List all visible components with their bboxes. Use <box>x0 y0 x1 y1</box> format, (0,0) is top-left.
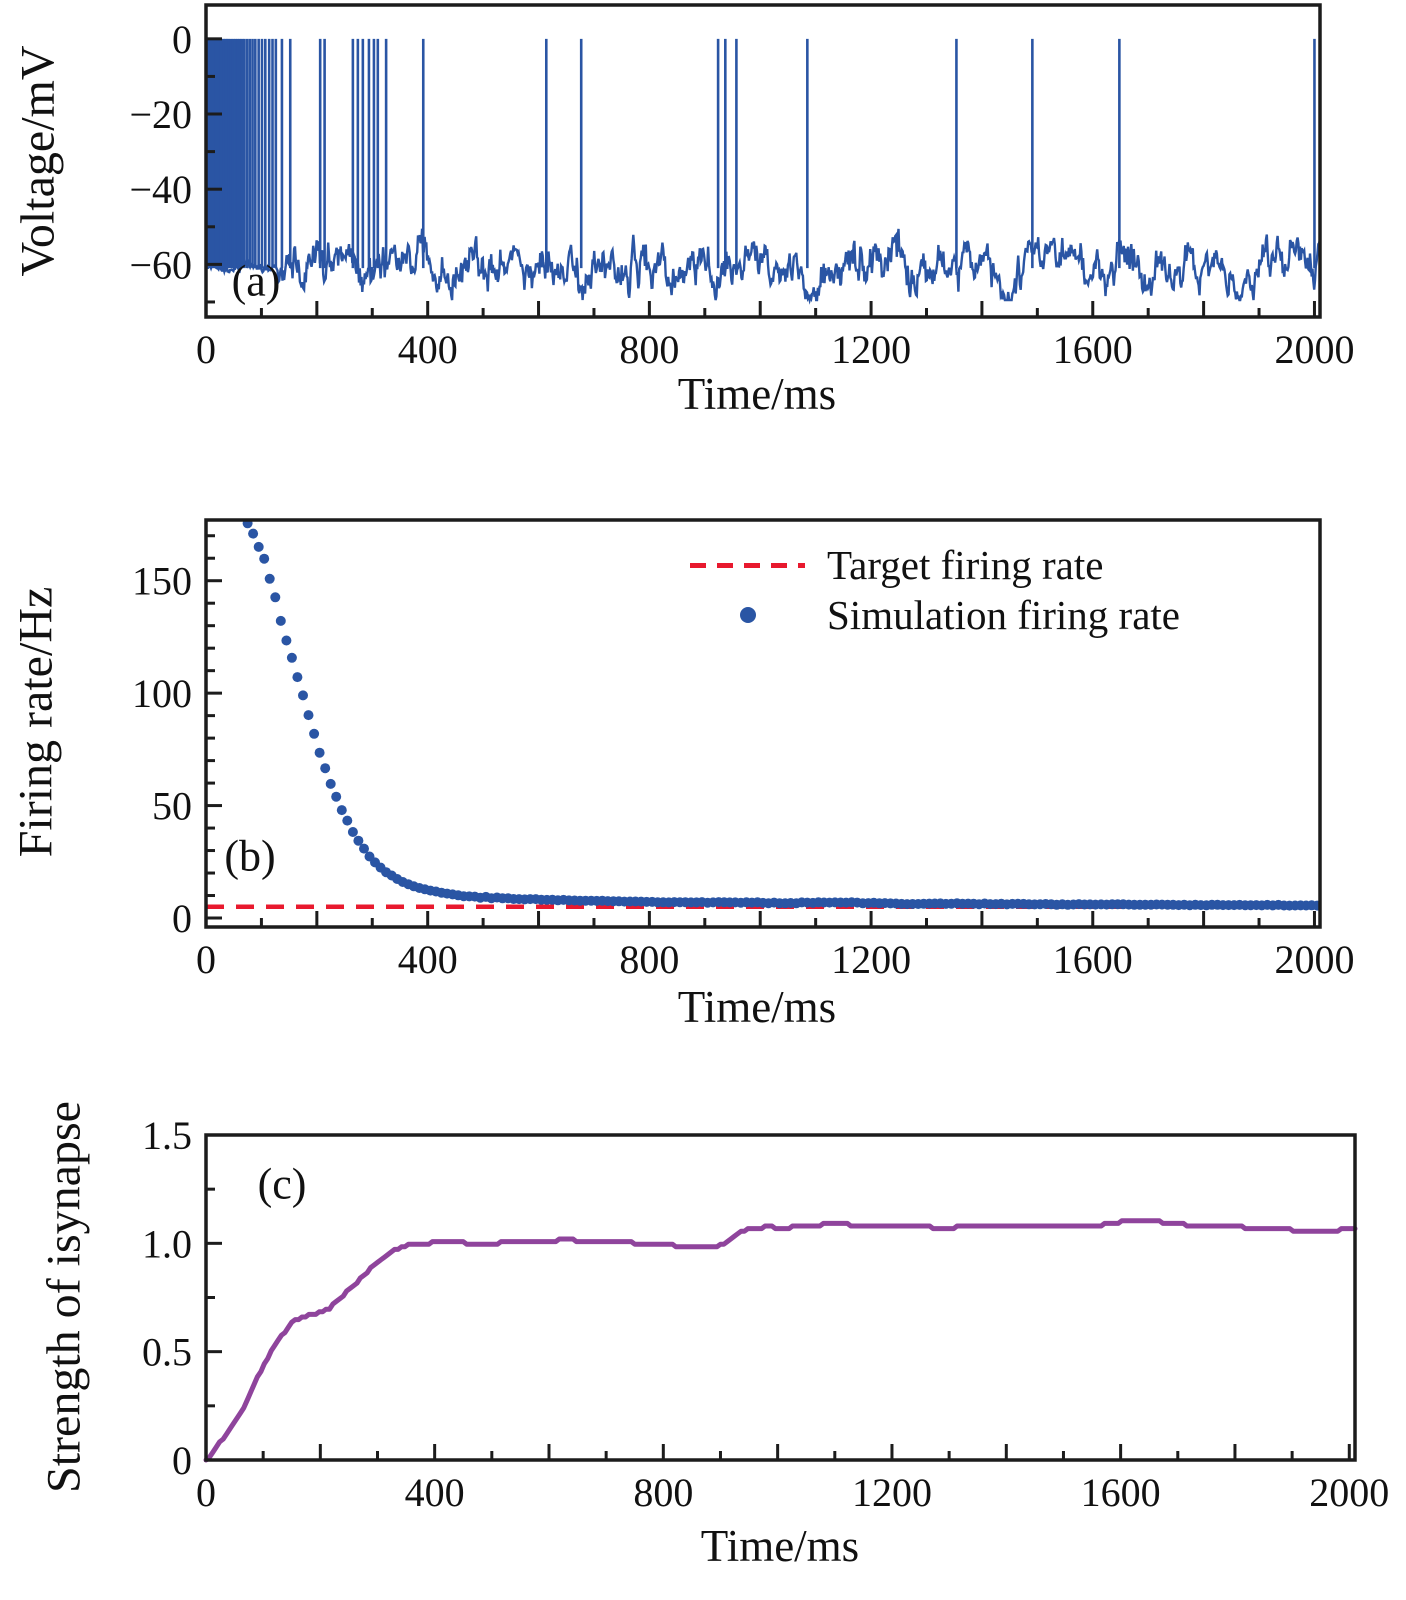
panel-a-x-axis-title: Time/ms <box>677 369 837 419</box>
blue-dot-icon <box>690 607 805 623</box>
legend-simulation-label: Simulation firing rate <box>827 592 1180 638</box>
svg-text:0: 0 <box>172 17 192 62</box>
svg-text:1.0: 1.0 <box>142 1221 192 1266</box>
svg-text:−60: −60 <box>129 242 192 287</box>
svg-text:400: 400 <box>405 1470 465 1515</box>
svg-text:150: 150 <box>132 559 192 604</box>
panel-c-y-axis-title: Strength of isynapse <box>37 1101 91 1493</box>
svg-text:2000: 2000 <box>1274 327 1354 372</box>
legend-target-label: Target firing rate <box>827 542 1104 588</box>
svg-text:0: 0 <box>196 937 216 982</box>
svg-text:0.5: 0.5 <box>142 1330 192 1375</box>
svg-text:1200: 1200 <box>831 937 911 982</box>
svg-text:400: 400 <box>398 937 458 982</box>
panel-a-label: (a) <box>231 256 281 306</box>
panel-b-x-axis-title: Time/ms <box>677 982 837 1032</box>
panel-b-label: (b) <box>224 831 276 881</box>
svg-text:800: 800 <box>619 327 679 372</box>
svg-text:−20: −20 <box>129 92 192 137</box>
svg-text:0: 0 <box>172 1438 192 1483</box>
svg-text:800: 800 <box>619 937 679 982</box>
legend-item-simulation: Simulation firing rate <box>690 590 1310 640</box>
svg-text:2000: 2000 <box>1274 937 1354 982</box>
legend-item-target: Target firing rate <box>690 540 1310 590</box>
panel-a-y-axis-title: Voltage/mV <box>11 45 65 277</box>
svg-text:1.5: 1.5 <box>142 1113 192 1158</box>
svg-text:1200: 1200 <box>831 327 911 372</box>
svg-text:400: 400 <box>398 327 458 372</box>
svg-text:1600: 1600 <box>1053 327 1133 372</box>
svg-text:0: 0 <box>172 896 192 941</box>
svg-text:1600: 1600 <box>1053 937 1133 982</box>
legend: Target firing rate Simulation firing rat… <box>690 540 1310 640</box>
svg-text:−40: −40 <box>129 167 192 212</box>
svg-text:0: 0 <box>196 1470 216 1515</box>
panel-c-label: (c) <box>257 1159 307 1209</box>
svg-text:100: 100 <box>132 671 192 716</box>
svg-text:0: 0 <box>196 327 216 372</box>
panel-c-x-axis-title: Time/ms <box>700 1521 860 1571</box>
svg-text:50: 50 <box>152 784 192 829</box>
panel-b-y-axis-title: Firing rate/Hz <box>9 586 63 858</box>
red-dashed-line-icon <box>690 562 805 568</box>
svg-text:800: 800 <box>633 1470 693 1515</box>
svg-text:1600: 1600 <box>1081 1470 1161 1515</box>
svg-text:2000: 2000 <box>1309 1470 1389 1515</box>
svg-text:1200: 1200 <box>852 1470 932 1515</box>
